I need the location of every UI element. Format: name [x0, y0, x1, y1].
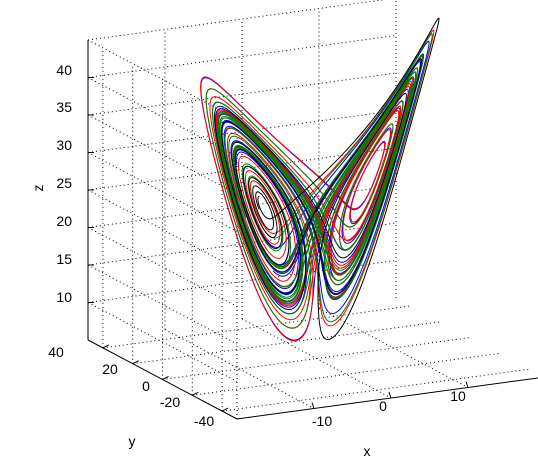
z-tick-label: 35	[56, 99, 72, 115]
y-tick-mark	[162, 376, 169, 380]
grid-line	[164, 329, 315, 409]
y-tick-label: 40	[48, 344, 64, 360]
grid-line	[241, 318, 392, 399]
grid-line	[222, 368, 531, 412]
grid-layer	[87, 0, 538, 420]
grid-line	[87, 264, 238, 345]
y-tick-label: 0	[142, 378, 150, 394]
axis-layer: 40 35 30 25 20 15 10 40 20 0 -20 -40 -10…	[30, 62, 466, 459]
x-tick-label: 10	[450, 388, 466, 404]
z-tick-label: 40	[56, 62, 72, 78]
grid-line	[318, 308, 469, 388]
x-tick-mark	[465, 381, 469, 388]
x-axis-line	[236, 377, 538, 420]
z-tick-label: 25	[56, 175, 72, 191]
x-tick-mark	[388, 391, 392, 399]
z-axis-label: z	[30, 185, 46, 192]
x-tick-mark	[311, 402, 315, 409]
grid-line	[87, 302, 238, 382]
grid-line	[87, 152, 238, 232]
z-tick-label: 30	[56, 137, 72, 153]
y-tick-label: -20	[160, 394, 180, 410]
y-tick-mark	[132, 360, 139, 365]
y-tick-label: -40	[194, 413, 214, 429]
grid-line	[132, 321, 441, 365]
x-tick-label: 0	[379, 398, 387, 414]
grid-line	[87, 77, 238, 157]
y-tick-mark	[192, 391, 199, 396]
y-axis-label: y	[129, 433, 136, 449]
z-tick-label: 15	[56, 251, 72, 267]
grid-line	[87, 189, 238, 270]
z-tick-label: 20	[56, 213, 72, 229]
series-line	[213, 17, 440, 340]
grid-line	[87, 35, 397, 78]
z-tick-label: 10	[56, 289, 72, 305]
y-tick-mark	[221, 407, 229, 412]
x-axis-label: x	[364, 443, 371, 459]
series-layer	[200, 17, 440, 342]
y-tick-label: 20	[102, 361, 118, 377]
grid-line	[87, 39, 238, 120]
x-tick-label: -10	[312, 413, 332, 429]
y-tick-mark	[102, 344, 110, 349]
